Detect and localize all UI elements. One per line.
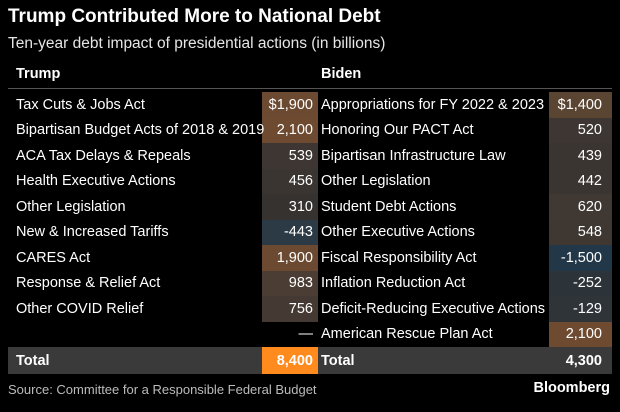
trump-action-label: Bipartisan Budget Acts of 2018 & 2019 xyxy=(16,122,265,139)
biden-action-value: 442 xyxy=(549,168,612,194)
trump-action-value: — xyxy=(262,321,318,347)
biden-action-label: Honoring Our PACT Act xyxy=(321,122,474,139)
biden-action-value: 620 xyxy=(549,194,612,220)
trump-action-value: 310 xyxy=(262,194,318,220)
biden-action-label: Deficit-Reducing Executive Actions xyxy=(321,300,546,317)
trump-action-value: -443 xyxy=(262,219,318,245)
table-row: Other Legislation 310 Student Debt Actions… xyxy=(8,194,612,220)
debt-impact-table: Tax Cuts & Jobs Act $1,900 Appropriations … xyxy=(8,92,612,374)
trump-action-value: 1,900 xyxy=(262,245,318,271)
trump-action-value: 456 xyxy=(262,168,318,194)
source-note: Source: Committee for a Responsible Fede… xyxy=(8,382,317,397)
trump-action-label: CARES Act xyxy=(16,249,91,266)
table-row: Response & Relief Act 983 Inflation Reduct… xyxy=(8,270,612,296)
bloomberg-logo: Bloomberg xyxy=(533,380,610,396)
table-row: Tax Cuts & Jobs Act $1,900 Appropriations … xyxy=(8,92,612,118)
biden-action-label: Bipartisan Infrastructure Law xyxy=(321,147,506,164)
biden-total-label: Total xyxy=(318,347,549,374)
table-row: New & Increased Tariffs -443 Other Executi… xyxy=(8,219,612,245)
chart-subtitle: Ten-year debt impact of presidential act… xyxy=(8,35,386,52)
trump-total-value: 8,400 xyxy=(262,347,318,374)
trump-total-label: Total xyxy=(8,347,262,374)
table-row: — American Rescue Plan Act 2,100 xyxy=(8,321,612,348)
table-row: Bipartisan Budget Acts of 2018 & 2019 2,1… xyxy=(8,117,612,143)
biden-action-label: Student Debt Actions xyxy=(321,198,457,215)
biden-column-header: Biden xyxy=(321,66,362,82)
trump-action-label xyxy=(8,322,262,348)
table-row: Other COVID Relief 756 Deficit-Reducing Ex… xyxy=(8,296,612,322)
biden-action-value: 520 xyxy=(549,117,612,143)
biden-action-value: -1,500 xyxy=(549,245,612,271)
trump-column-header: Trump xyxy=(16,66,61,82)
biden-action-label: Appropriations for FY 2022 & 2023 xyxy=(321,96,545,113)
trump-action-label: New & Increased Tariffs xyxy=(16,224,169,241)
chart-title: Trump Contributed More to National Debt xyxy=(8,6,381,27)
trump-action-value: 539 xyxy=(262,143,318,169)
biden-action-value: -252 xyxy=(549,270,612,296)
table-row: Health Executive Actions 456 Other Legisla… xyxy=(8,168,612,194)
total-row: Total 8,400 Total 4,300 xyxy=(8,347,612,374)
trump-action-label: Other COVID Relief xyxy=(16,300,144,317)
trump-action-value: 756 xyxy=(262,296,318,322)
header-divider xyxy=(8,88,612,89)
biden-action-label: Inflation Reduction Act xyxy=(321,275,466,292)
trump-action-value: $1,900 xyxy=(262,92,318,118)
table-row: CARES Act 1,900 Fiscal Responsibility Act -… xyxy=(8,245,612,271)
biden-action-value: 439 xyxy=(549,143,612,169)
table-row: ACA Tax Delays & Repeals 539 Bipartisan In… xyxy=(8,143,612,169)
trump-action-value: 2,100 xyxy=(262,117,318,143)
biden-action-value: 548 xyxy=(549,219,612,245)
biden-action-label: Other Legislation xyxy=(321,173,431,190)
biden-action-value: 2,100 xyxy=(549,321,612,347)
biden-action-value: $1,400 xyxy=(549,92,612,118)
trump-action-label: ACA Tax Delays & Repeals xyxy=(16,147,191,164)
trump-action-value: 983 xyxy=(262,270,318,296)
biden-total-value: 4,300 xyxy=(549,347,612,374)
trump-action-label: Response & Relief Act xyxy=(16,275,161,292)
biden-action-label: Fiscal Responsibility Act xyxy=(321,249,477,266)
trump-action-label: Health Executive Actions xyxy=(16,173,176,190)
biden-action-label: Other Executive Actions xyxy=(321,224,475,241)
biden-action-value: -129 xyxy=(549,296,612,322)
trump-action-label: Other Legislation xyxy=(16,198,126,215)
biden-action-label: American Rescue Plan Act xyxy=(321,326,493,343)
trump-action-label: Tax Cuts & Jobs Act xyxy=(16,96,145,113)
